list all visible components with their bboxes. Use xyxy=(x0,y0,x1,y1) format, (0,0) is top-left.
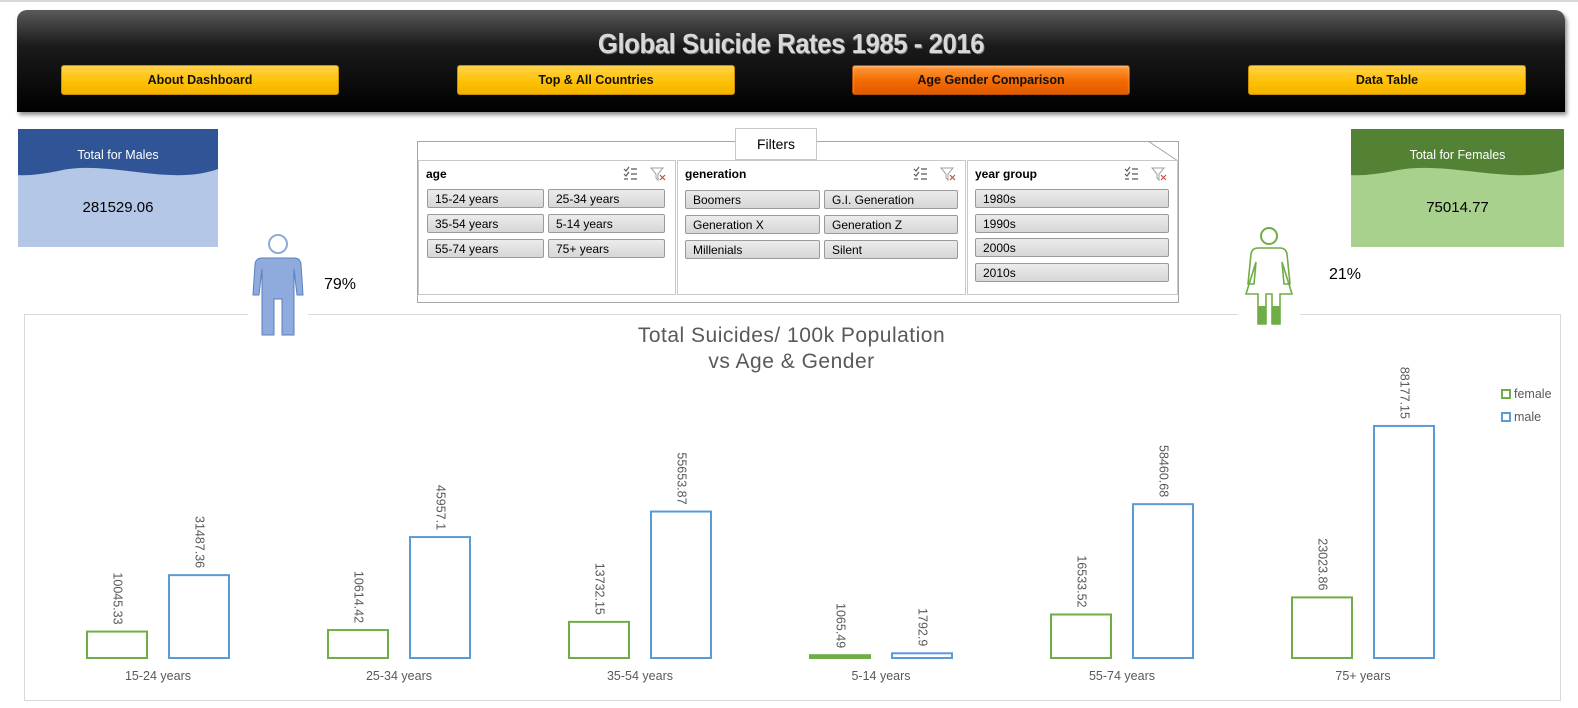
clear-filter-icon[interactable] xyxy=(940,166,956,182)
bar-male-4 xyxy=(1132,503,1194,659)
clear-filter-icon[interactable] xyxy=(1151,166,1167,182)
age-chip-5-14[interactable]: 5-14 years xyxy=(548,214,665,233)
generation-slicer: generation Boomers G.I. Generation Gener… xyxy=(677,160,966,295)
x-tick-label: 75+ years xyxy=(1335,669,1390,683)
males-kpi-card: Total for Males 281529.06 xyxy=(18,129,218,247)
generation-chip-silent[interactable]: Silent xyxy=(824,240,958,259)
dashboard-header: Global Suicide Rates 1985 - 2016 About D… xyxy=(17,10,1565,112)
bar-male-0 xyxy=(168,574,230,659)
bar-female-4 xyxy=(1050,613,1112,659)
chart-title-line1: Total Suicides/ 100k Population xyxy=(637,324,946,347)
year-chip-2010s[interactable]: 2010s xyxy=(975,263,1169,282)
data-label-male-1: 45957.1 xyxy=(434,485,448,530)
females-kpi-value: 75014.77 xyxy=(1426,199,1489,216)
nav-about-dashboard-button[interactable]: About Dashboard xyxy=(61,65,339,95)
bar-female-3 xyxy=(809,654,871,659)
males-percent: 79% xyxy=(324,276,357,293)
year-group-slicer-title: year group xyxy=(975,167,1038,181)
nav-age-gender-comparison-button[interactable]: Age Gender Comparison xyxy=(852,65,1130,95)
data-label-male-5: 88177.15 xyxy=(1398,367,1412,419)
males-kpi-value: 281529.06 xyxy=(82,199,154,216)
x-tick-label: 35-54 years xyxy=(607,669,673,683)
generation-slicer-title: generation xyxy=(685,167,747,181)
x-tick-label: 15-24 years xyxy=(125,669,191,683)
data-label-female-0: 10045.33 xyxy=(111,572,125,624)
females-percent: 21% xyxy=(1329,266,1362,283)
legend-swatch-male xyxy=(1501,412,1511,422)
data-label-male-2: 55653.87 xyxy=(675,452,689,504)
bar-female-1 xyxy=(327,629,389,660)
generation-chip-millenials[interactable]: Millenials xyxy=(685,240,820,259)
year-chip-1980s[interactable]: 1980s xyxy=(975,189,1169,208)
bar-female-0 xyxy=(86,630,148,659)
females-kpi-wave xyxy=(1351,159,1564,185)
generation-chip-x[interactable]: Generation X xyxy=(685,215,820,234)
age-chip-15-24[interactable]: 15-24 years xyxy=(427,189,544,208)
x-tick-label: 5-14 years xyxy=(851,669,910,683)
filters-tab-label: Filters xyxy=(735,128,817,160)
data-label-female-1: 10614.42 xyxy=(352,571,366,623)
age-slicer-title: age xyxy=(426,167,447,181)
age-chip-55-74[interactable]: 55-74 years xyxy=(427,239,544,258)
nav-top-all-countries-button[interactable]: Top & All Countries xyxy=(457,65,735,95)
female-figure-icon xyxy=(1238,226,1300,328)
nav-data-table-button[interactable]: Data Table xyxy=(1248,65,1526,95)
bar-chart: 10045.33 31487.36 15-24 years 10614.42 45957… xyxy=(86,367,1552,683)
data-label-male-4: 58460.68 xyxy=(1157,445,1171,497)
clear-filter-icon[interactable] xyxy=(650,166,666,182)
generation-chip-boomers[interactable]: Boomers xyxy=(685,190,820,209)
multi-select-icon[interactable] xyxy=(912,166,928,182)
data-label-male-0: 31487.36 xyxy=(193,516,207,568)
age-slicer: age 15-24 years 25-34 years 35-54 years … xyxy=(418,160,676,295)
top-border xyxy=(0,0,1578,2)
legend-label-male: male xyxy=(1514,410,1541,424)
multi-select-icon[interactable] xyxy=(1123,166,1139,182)
bar-male-5 xyxy=(1373,424,1435,660)
age-chip-75-plus[interactable]: 75+ years xyxy=(548,239,665,258)
data-label-female-3: 1065.49 xyxy=(834,603,848,648)
age-chip-25-34[interactable]: 25-34 years xyxy=(548,189,665,208)
dashboard-title: Global Suicide Rates 1985 - 2016 xyxy=(597,28,985,59)
bar-female-2 xyxy=(568,620,630,659)
year-chip-1990s[interactable]: 1990s xyxy=(975,214,1169,233)
data-label-female-2: 13732.15 xyxy=(593,563,607,615)
generation-chip-z[interactable]: Generation Z xyxy=(824,215,958,234)
data-label-female-5: 23023.86 xyxy=(1316,538,1330,590)
age-chip-35-54[interactable]: 35-54 years xyxy=(427,214,544,233)
bar-male-2 xyxy=(650,510,712,659)
x-tick-label: 25-34 years xyxy=(366,669,432,683)
males-kpi-wave xyxy=(18,159,218,185)
females-kpi-card: Total for Females 75014.77 xyxy=(1351,129,1564,247)
data-label-male-3: 1792.9 xyxy=(916,608,930,646)
data-label-female-4: 16533.52 xyxy=(1075,555,1089,607)
legend-label-female: female xyxy=(1514,387,1552,401)
multi-select-icon[interactable] xyxy=(622,166,638,182)
year-chip-2000s[interactable]: 2000s xyxy=(975,238,1169,257)
filters-corner-notch xyxy=(1148,140,1179,162)
x-tick-label: 55-74 years xyxy=(1089,669,1155,683)
generation-chip-gi[interactable]: G.I. Generation xyxy=(824,190,958,209)
chart-title-line2: vs Age & Gender xyxy=(708,350,875,373)
male-figure-icon xyxy=(248,233,308,339)
bar-female-5 xyxy=(1291,596,1353,659)
bar-male-3 xyxy=(891,652,953,659)
bar-male-1 xyxy=(409,536,471,659)
legend-swatch-female xyxy=(1501,389,1511,399)
year-group-slicer: year group 1980s 1990s 2000s 2010s xyxy=(967,160,1178,295)
